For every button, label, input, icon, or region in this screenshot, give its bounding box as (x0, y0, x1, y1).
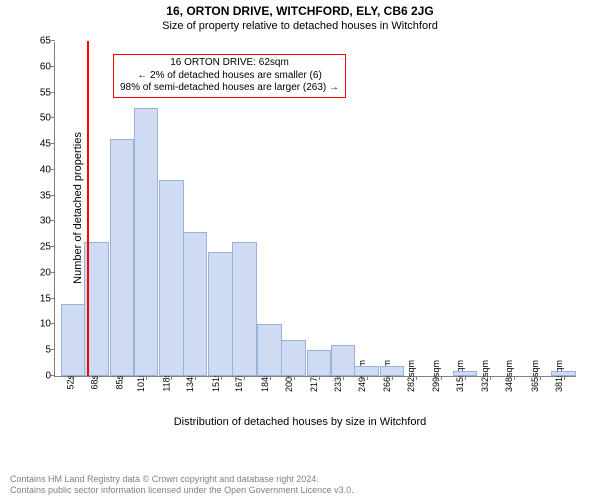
x-tick-label: 381sqm (548, 360, 564, 392)
histogram-bar (551, 371, 576, 376)
x-tick-mark (490, 376, 491, 380)
subject-marker-line (87, 41, 89, 376)
x-tick-mark (195, 376, 196, 380)
annotation-line: ← 2% of detached houses are smaller (6) (120, 70, 339, 83)
page-title: 16, ORTON DRIVE, WITCHFORD, ELY, CB6 2JG (0, 0, 600, 18)
histogram-bar (307, 350, 332, 376)
x-tick-label: 332sqm (474, 360, 490, 392)
y-tick-mark (51, 169, 55, 170)
footer-line-1: Contains HM Land Registry data © Crown c… (10, 474, 354, 485)
y-tick-label: 40 (40, 164, 55, 175)
plot-area: 0510152025303540455055606552sqm68sqm85sq… (54, 42, 576, 377)
histogram-bar (354, 366, 379, 376)
footer-attribution: Contains HM Land Registry data © Crown c… (10, 474, 354, 497)
x-tick-label: 365sqm (524, 360, 540, 392)
y-tick-mark (51, 323, 55, 324)
y-tick-label: 25 (40, 242, 55, 253)
y-tick-label: 5 (45, 345, 55, 356)
annotation-line: 16 ORTON DRIVE: 62sqm (120, 57, 339, 70)
x-tick-mark (146, 376, 147, 380)
footer-line-2: Contains public sector information licen… (10, 485, 354, 496)
y-tick-mark (51, 195, 55, 196)
y-tick-label: 30 (40, 216, 55, 227)
histogram-bar (183, 232, 208, 376)
histogram-bar (331, 345, 356, 376)
histogram-bar (281, 340, 306, 376)
histogram-bar (453, 371, 478, 376)
y-tick-mark (51, 272, 55, 273)
histogram-bar (159, 180, 184, 376)
y-tick-mark (51, 349, 55, 350)
y-tick-mark (51, 246, 55, 247)
histogram-bar (61, 304, 86, 376)
y-tick-label: 55 (40, 87, 55, 98)
x-tick-mark (171, 376, 172, 380)
histogram-bar (208, 252, 233, 376)
x-tick-mark (392, 376, 393, 380)
x-tick-mark (319, 376, 320, 380)
annotation-box: 16 ORTON DRIVE: 62sqm← 2% of detached ho… (113, 54, 346, 98)
y-tick-mark (51, 117, 55, 118)
histogram-bar (232, 242, 257, 376)
histogram-bar (257, 324, 282, 376)
y-tick-label: 0 (45, 371, 55, 382)
y-tick-mark (51, 66, 55, 67)
y-tick-mark (51, 92, 55, 93)
x-tick-mark (244, 376, 245, 380)
y-tick-mark (51, 220, 55, 221)
x-tick-mark (416, 376, 417, 380)
y-tick-label: 20 (40, 267, 55, 278)
y-tick-mark (51, 375, 55, 376)
x-axis-label: Distribution of detached houses by size … (0, 416, 600, 428)
y-tick-label: 15 (40, 293, 55, 304)
x-tick-mark (343, 376, 344, 380)
page-subtitle: Size of property relative to detached ho… (0, 18, 600, 34)
histogram-chart: Number of detached properties 0510152025… (0, 38, 600, 433)
annotation-line: 98% of semi-detached houses are larger (… (120, 82, 339, 95)
y-tick-mark (51, 40, 55, 41)
y-tick-label: 35 (40, 190, 55, 201)
x-tick-mark (465, 376, 466, 380)
x-tick-label: 348sqm (498, 360, 514, 392)
y-tick-mark (51, 298, 55, 299)
histogram-bar (134, 108, 159, 376)
histogram-bar (380, 366, 405, 376)
x-tick-mark (514, 376, 515, 380)
histogram-bar (110, 139, 135, 376)
x-tick-mark (441, 376, 442, 380)
y-tick-label: 65 (40, 36, 55, 47)
y-tick-label: 10 (40, 319, 55, 330)
y-tick-mark (51, 143, 55, 144)
x-tick-label: 299sqm (425, 360, 441, 392)
y-tick-label: 60 (40, 61, 55, 72)
y-tick-label: 45 (40, 139, 55, 150)
y-tick-label: 50 (40, 113, 55, 124)
x-tick-label: 315sqm (449, 360, 465, 392)
